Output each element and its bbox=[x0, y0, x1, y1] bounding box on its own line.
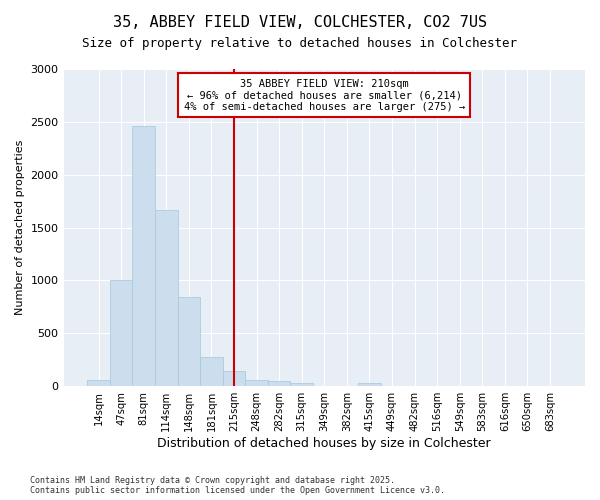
Bar bbox=[358, 383, 381, 386]
Bar bbox=[268, 381, 290, 386]
Bar bbox=[133, 126, 155, 386]
X-axis label: Distribution of detached houses by size in Colchester: Distribution of detached houses by size … bbox=[157, 437, 491, 450]
Bar bbox=[155, 210, 178, 386]
Bar bbox=[110, 280, 133, 386]
Bar bbox=[290, 383, 313, 386]
Bar bbox=[200, 357, 223, 386]
Text: 35 ABBEY FIELD VIEW: 210sqm
← 96% of detached houses are smaller (6,214)
4% of s: 35 ABBEY FIELD VIEW: 210sqm ← 96% of det… bbox=[184, 78, 465, 112]
Y-axis label: Number of detached properties: Number of detached properties bbox=[15, 140, 25, 316]
Text: 35, ABBEY FIELD VIEW, COLCHESTER, CO2 7US: 35, ABBEY FIELD VIEW, COLCHESTER, CO2 7U… bbox=[113, 15, 487, 30]
Bar bbox=[178, 298, 200, 386]
Text: Size of property relative to detached houses in Colchester: Size of property relative to detached ho… bbox=[83, 38, 517, 51]
Bar bbox=[223, 372, 245, 386]
Text: Contains HM Land Registry data © Crown copyright and database right 2025.
Contai: Contains HM Land Registry data © Crown c… bbox=[30, 476, 445, 495]
Bar bbox=[245, 380, 268, 386]
Bar bbox=[87, 380, 110, 386]
